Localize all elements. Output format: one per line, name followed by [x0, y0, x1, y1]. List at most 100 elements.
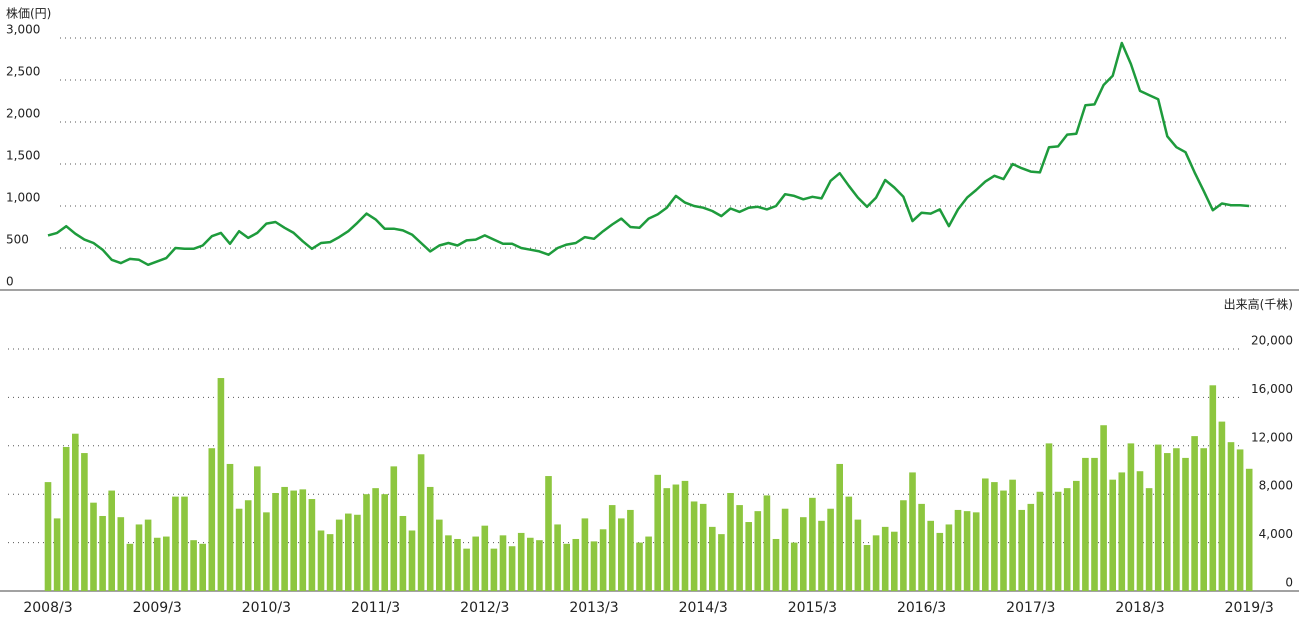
- volume-bar: [1173, 448, 1180, 591]
- volume-bar: [709, 526, 716, 591]
- price-line: [47, 41, 1250, 267]
- volume-bar: [1082, 457, 1089, 591]
- y-tick-label: 2,000: [6, 107, 40, 121]
- volume-bar: [736, 505, 743, 591]
- volume-bar: [426, 486, 434, 591]
- volume-bar: [108, 490, 115, 591]
- volume-bar: [217, 378, 225, 591]
- volume-bar: [281, 486, 288, 591]
- volume-bar: [818, 520, 825, 591]
- volume-bar: [945, 524, 953, 591]
- volume-bar: [891, 531, 898, 591]
- volume-bar: [900, 500, 907, 591]
- y-tick-label: 4,000: [1259, 527, 1293, 541]
- volume-bar: [299, 489, 307, 591]
- volume-bar: [854, 519, 862, 591]
- y-tick-label: 500: [6, 233, 29, 247]
- volume-bar: [62, 447, 70, 591]
- volume-bar: [645, 536, 652, 591]
- x-tick-label: 2012/3: [460, 600, 509, 616]
- volume-bar: [763, 495, 771, 591]
- y-tick-label: 0: [6, 275, 14, 289]
- volume-bar: [991, 482, 998, 591]
- volume-bar: [1109, 479, 1116, 591]
- volume-bar: [81, 453, 88, 591]
- volume-bar: [909, 472, 916, 591]
- volume-bar: [117, 517, 125, 591]
- price-axis-title: 株価(円): [6, 6, 51, 21]
- volume-bar: [608, 505, 616, 591]
- y-tick-label: 2,500: [6, 65, 40, 79]
- volume-bar: [863, 545, 871, 591]
- volume-bar: [345, 513, 352, 591]
- volume-bar: [72, 433, 79, 591]
- x-tick-label: 2011/3: [351, 600, 400, 616]
- y-tick-label: 1,500: [6, 149, 40, 163]
- x-tick-label: 2009/3: [133, 600, 182, 616]
- volume-bar: [1045, 443, 1053, 591]
- volume-bar: [1227, 442, 1235, 591]
- volume-bar: [836, 463, 843, 591]
- volume-bar: [699, 503, 707, 591]
- volume-bar: [982, 478, 989, 591]
- volume-bar: [1200, 448, 1207, 591]
- volume-bar: [326, 534, 334, 591]
- volume-bar: [745, 522, 752, 591]
- volume-bar: [572, 538, 580, 591]
- volume-bar: [1218, 421, 1226, 591]
- volume-bar: [1118, 472, 1126, 591]
- volume-bar: [290, 490, 297, 591]
- volume-bar: [1018, 509, 1025, 591]
- y-tick-label: 3,000: [6, 23, 40, 37]
- volume-bar: [381, 494, 388, 591]
- volume-bar: [1054, 491, 1062, 591]
- volume-bar: [53, 518, 61, 591]
- volume-bar: [254, 466, 261, 591]
- volume-bar: [727, 492, 734, 591]
- volume-bar: [417, 454, 425, 591]
- volume-bar: [399, 515, 407, 591]
- volume-bar: [499, 535, 507, 591]
- y-tick-label: 0: [1285, 576, 1293, 590]
- volume-bar: [363, 494, 370, 591]
- volume-bar: [581, 518, 589, 591]
- volume-bar: [1154, 444, 1162, 591]
- volume-bar: [199, 543, 206, 591]
- volume-bar: [599, 529, 607, 591]
- volume-bar: [690, 501, 698, 591]
- volume-bar: [563, 543, 570, 591]
- volume-bar: [463, 548, 470, 591]
- volume-bar: [872, 535, 880, 591]
- volume-bar: [144, 519, 152, 591]
- volume-bar: [663, 488, 671, 591]
- volume-bar: [881, 526, 889, 591]
- volume-bar: [936, 532, 944, 591]
- volume-bar: [627, 509, 634, 591]
- volume-bar: [681, 480, 689, 591]
- volume-bar: [845, 496, 853, 591]
- x-tick-label: 2015/3: [788, 600, 837, 616]
- y-tick-label: 16,000: [1251, 382, 1293, 396]
- volume-bar: [272, 492, 279, 591]
- volume-bar: [1209, 385, 1217, 591]
- volume-bar: [809, 497, 816, 591]
- volume-bar: [918, 503, 925, 591]
- volume-bar: [554, 524, 561, 591]
- volume-bar: [163, 536, 170, 591]
- volume-bar: [372, 488, 379, 591]
- y-tick-label: 1,000: [6, 191, 40, 205]
- volume-bar: [1091, 457, 1098, 591]
- volume-bar: [972, 512, 980, 591]
- volume-bar: [44, 482, 52, 591]
- volume-bar: [781, 508, 789, 591]
- volume-bar: [208, 448, 216, 591]
- volume-bar: [244, 500, 252, 591]
- volume-bar: [1145, 488, 1153, 591]
- volume-bar: [754, 511, 762, 591]
- volume-bar: [308, 499, 316, 591]
- volume-bar: [1027, 503, 1035, 591]
- volume-bar: [181, 496, 188, 591]
- y-tick-label: 12,000: [1251, 430, 1293, 444]
- x-tick-label: 2008/3: [23, 600, 72, 616]
